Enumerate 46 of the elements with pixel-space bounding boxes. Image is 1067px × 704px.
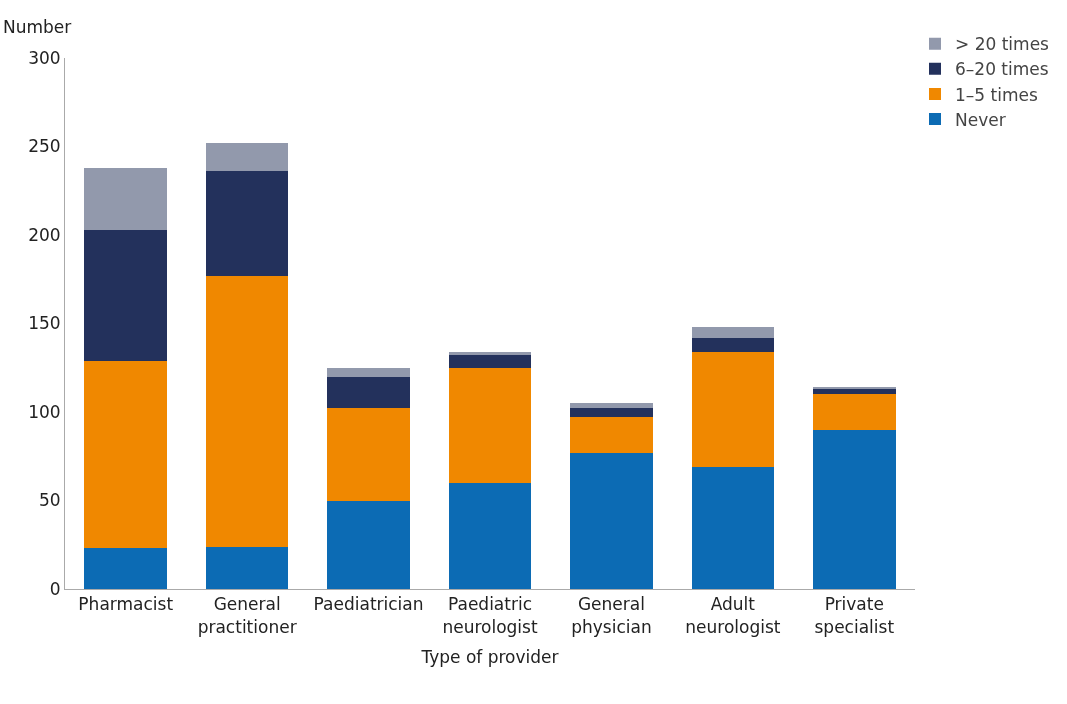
bar bbox=[327, 376, 410, 409]
bar bbox=[691, 351, 775, 467]
x-tick-label: Adult neurologist bbox=[685, 594, 781, 637]
y-tick-label: 150 bbox=[28, 313, 61, 334]
bar bbox=[205, 171, 289, 276]
x-tick-label: Paediatrician bbox=[313, 594, 424, 615]
x-axis-title: Type of provider bbox=[420, 646, 559, 667]
bar bbox=[84, 360, 167, 549]
bar bbox=[813, 394, 896, 430]
bar bbox=[691, 337, 775, 352]
bar bbox=[813, 429, 896, 589]
bar bbox=[205, 275, 289, 547]
bar bbox=[327, 408, 410, 501]
bar bbox=[205, 546, 289, 589]
bar bbox=[205, 142, 289, 172]
bar bbox=[448, 367, 532, 483]
y-tick-label: 250 bbox=[28, 136, 61, 157]
bar bbox=[570, 417, 653, 453]
x-tick-label: General practitioner bbox=[197, 594, 297, 637]
legend-label: Never bbox=[955, 109, 1006, 130]
bar bbox=[84, 167, 167, 230]
y-axis-title: Number bbox=[3, 17, 72, 37]
bar bbox=[448, 482, 532, 589]
bar bbox=[327, 367, 410, 377]
bar bbox=[691, 466, 775, 589]
y-tick-label: 300 bbox=[28, 47, 61, 68]
y-tick-label: 100 bbox=[28, 401, 61, 422]
y-tick-label: 50 bbox=[38, 490, 61, 511]
x-tick-label: Private specialist bbox=[814, 594, 895, 637]
y-tick-label: 0 bbox=[49, 578, 61, 599]
bar bbox=[327, 500, 410, 589]
x-tick-label: Paediatric neurologist bbox=[442, 594, 538, 637]
bar bbox=[570, 408, 653, 418]
legend-label: 6–20 times bbox=[955, 59, 1049, 80]
bar bbox=[570, 452, 653, 589]
bar bbox=[570, 403, 653, 409]
bar bbox=[813, 388, 896, 395]
x-tick-label: Pharmacist bbox=[78, 594, 174, 615]
legend-label: 1–5 times bbox=[955, 84, 1038, 105]
legend-label: > 20 times bbox=[955, 34, 1050, 55]
bar bbox=[84, 229, 167, 361]
bar bbox=[448, 355, 532, 368]
x-tick-label: General physician bbox=[571, 594, 652, 637]
y-tick-label: 200 bbox=[28, 224, 61, 245]
bar bbox=[84, 548, 167, 589]
bar bbox=[691, 327, 775, 338]
